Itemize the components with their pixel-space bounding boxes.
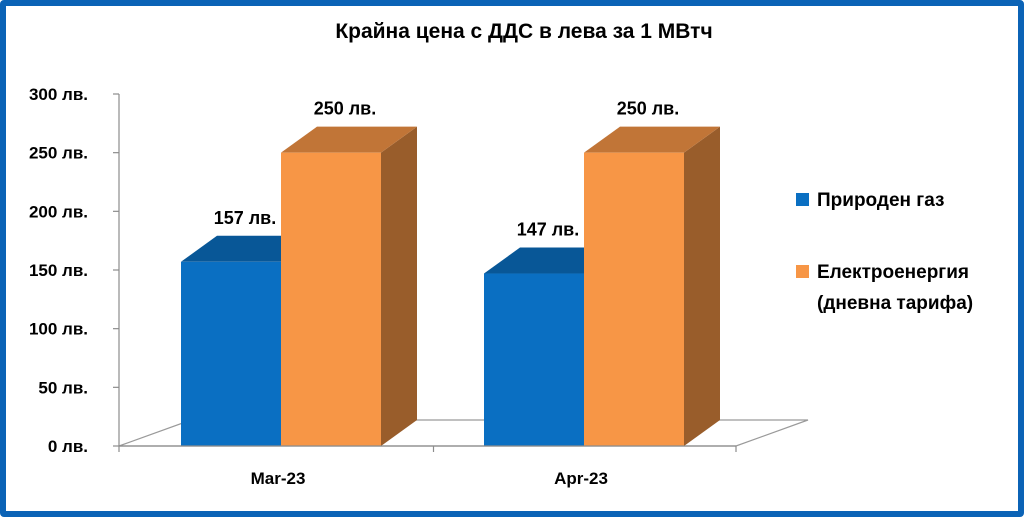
bar-front: [281, 152, 381, 446]
legend-label: (дневна тарифа): [817, 293, 973, 314]
bar-electricity-apr-23: [584, 126, 720, 447]
y-tick-label: 150 лв.: [29, 261, 88, 280]
bar-front: [181, 261, 281, 446]
legend-label: Електроенергия: [817, 262, 969, 283]
data-label: 157 лв.: [214, 208, 277, 228]
data-label: 250 лв.: [314, 99, 377, 119]
legend-item-electricity: Електроенергия (дневна тарифа): [796, 262, 973, 314]
legend-swatch: [796, 193, 809, 206]
y-tick-label: 250 лв.: [29, 144, 88, 163]
bar-electricity-mar-23: [281, 126, 417, 447]
x-tick-label: Apr-23: [554, 469, 608, 488]
legend-swatch: [796, 265, 809, 278]
bar-front: [584, 152, 684, 446]
data-labels: 157 лв. 250 лв. 147 лв. 250 лв.: [214, 99, 680, 240]
bar-side: [684, 126, 720, 447]
bar-top: [584, 126, 720, 153]
plot-area: [181, 126, 720, 447]
data-label: 250 лв.: [617, 99, 680, 119]
y-axis: 0 лв. 50 лв. 100 лв. 150 лв. 200 лв. 250 лв. 3…: [29, 85, 120, 456]
legend-item-gas: Природен газ: [796, 190, 944, 211]
chart: Крайна цена с ДДС в лева за 1 МВтч 0 лв.…: [29, 20, 973, 488]
y-tick-label: 300 лв.: [29, 85, 88, 104]
bar-side: [381, 126, 417, 447]
legend: Природен газ Електроенергия (дневна тарифа…: [796, 190, 973, 314]
x-tick-label: Mar-23: [251, 469, 306, 488]
bar-front: [484, 273, 584, 446]
y-tick-label: 50 лв.: [38, 378, 88, 397]
data-label: 147 лв.: [517, 220, 580, 240]
y-tick-label: 200 лв.: [29, 202, 88, 221]
chart-title: Крайна цена с ДДС в лева за 1 МВтч: [335, 20, 712, 43]
y-tick-label: 0 лв.: [48, 437, 88, 456]
x-axis: Mar-23 Apr-23: [118, 445, 737, 488]
bar-top: [281, 126, 417, 153]
legend-label: Природен газ: [817, 190, 944, 211]
y-tick-label: 100 лв.: [29, 320, 88, 339]
